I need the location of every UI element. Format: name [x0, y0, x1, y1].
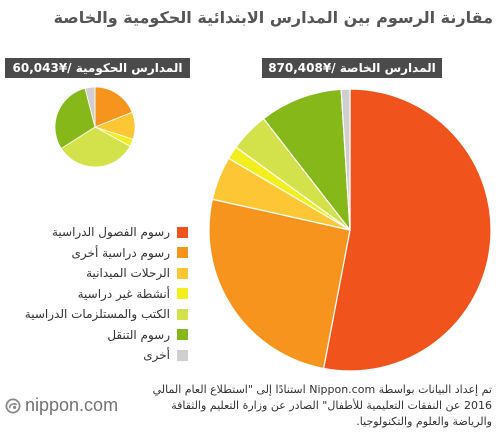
- private-schools-pie: [208, 88, 492, 372]
- legend-item-tuition: رسوم الفصول الدراسية: [8, 222, 188, 243]
- source-note-line: والرياضة والعلوم والتكنولوجيا.: [356, 415, 492, 428]
- legend-label-field-trips: الرحلات الميدانية: [86, 266, 170, 281]
- legend-label-extracurricular: أنشطة غير دراسية: [77, 286, 170, 301]
- source-note-line: 2016 عن النفقات التعليمية للأطفال" الصاد…: [171, 399, 492, 412]
- legend-label-tuition: رسوم الفصول الدراسية: [51, 225, 170, 240]
- public-schools-label: المدارس الحكومية /¥60,043: [5, 58, 190, 78]
- nippon-logo: nippon.com: [5, 395, 118, 416]
- private-slice-tuition: [322, 88, 492, 372]
- legend-swatch-field-trips: [177, 267, 188, 279]
- private-schools-label: المدارس الخاصة /¥870,408: [262, 58, 442, 78]
- legend-item-other-school-fees: رسوم دراسية أخرى: [8, 243, 188, 264]
- private-slice-transportation: [262, 88, 351, 231]
- private-slice-other-school-fees: [208, 198, 351, 370]
- source-note-line: تم إعداد البيانات بواسطة Nippon.com استن…: [152, 383, 492, 396]
- legend-swatch-books-supplies: [177, 308, 188, 320]
- public-slice-transportation: [54, 87, 96, 149]
- public-slice-books-supplies: [60, 126, 131, 168]
- public-slice-other: [84, 86, 96, 128]
- chart-title: مقارنة الرسوم بين المدارس الابتدائية الح…: [53, 8, 493, 27]
- legend-swatch-other: [177, 349, 188, 361]
- public-slice-other-school-fees: [94, 86, 133, 128]
- nippon-logo-text: nippon.com: [25, 395, 119, 415]
- legend-swatch-tuition: [177, 226, 188, 238]
- legend-label-other: أخرى: [143, 348, 170, 363]
- legend: رسوم الفصول الدراسية رسوم دراسية أخرى ال…: [8, 222, 188, 366]
- legend-item-other: أخرى: [8, 345, 188, 366]
- legend-label-books-supplies: الكتب والمستلزمات الدراسية: [24, 307, 170, 322]
- legend-item-books-supplies: الكتب والمستلزمات الدراسية: [8, 304, 188, 325]
- public-schools-pie: [54, 86, 136, 168]
- legend-item-extracurricular: أنشطة غير دراسية: [8, 284, 188, 305]
- source-note: تم إعداد البيانات بواسطة Nippon.com استن…: [153, 382, 492, 430]
- legend-label-transportation: رسوم التنقل: [107, 327, 170, 342]
- legend-item-transportation: رسوم التنقل: [8, 325, 188, 346]
- private-slice-other: [340, 88, 351, 231]
- legend-label-other-school-fees: رسوم دراسية أخرى: [71, 245, 170, 260]
- legend-item-field-trips: الرحلات الميدانية: [8, 263, 188, 284]
- legend-swatch-other-school-fees: [177, 247, 188, 259]
- nippon-logo-icon: [5, 398, 21, 413]
- legend-swatch-transportation: [177, 329, 188, 341]
- legend-swatch-extracurricular: [177, 288, 188, 300]
